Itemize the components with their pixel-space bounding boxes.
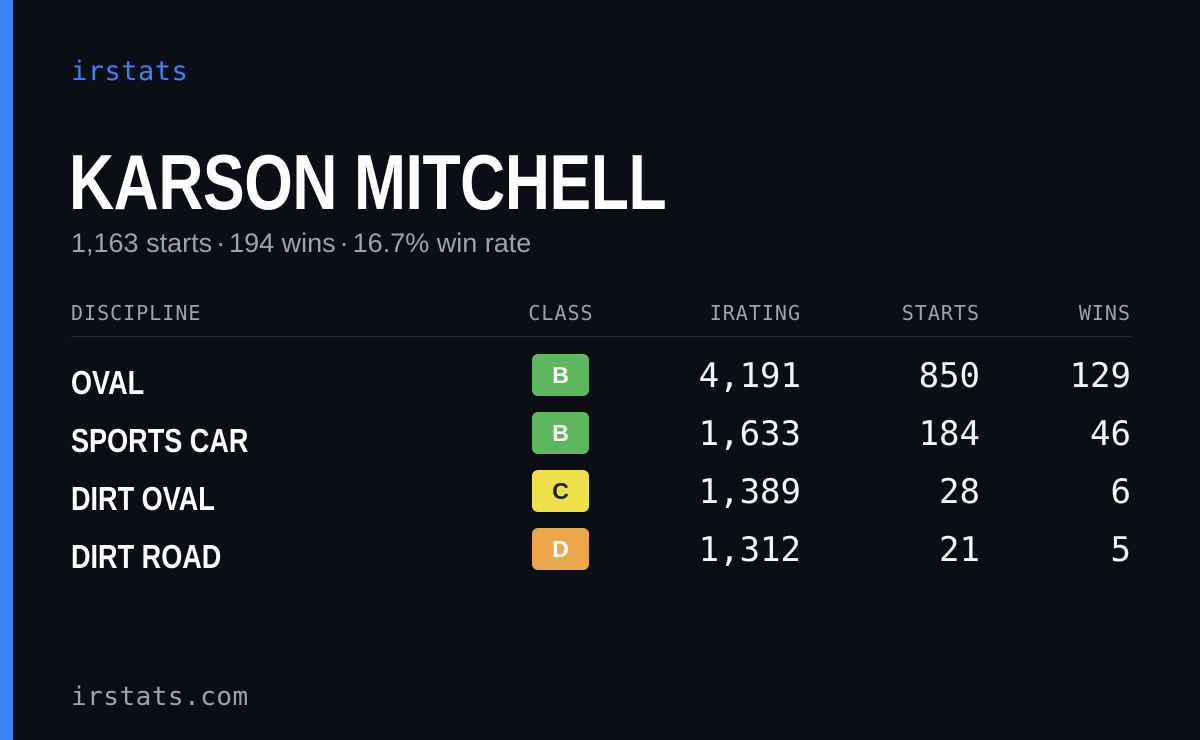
starts-value: 850 bbox=[918, 356, 980, 396]
wins-value: 6 bbox=[1110, 472, 1131, 512]
accent-bar bbox=[0, 0, 13, 740]
irating-value: 1,312 bbox=[698, 530, 801, 570]
class-badge: D bbox=[532, 528, 589, 570]
table-row: OVAL B 4,191 850 129 bbox=[71, 354, 1131, 412]
discipline-name: DIRT OVAL bbox=[71, 480, 215, 517]
discipline-name: OVAL bbox=[71, 364, 145, 401]
table-row: DIRT OVAL C 1,389 28 6 bbox=[71, 470, 1131, 528]
discipline-table: DISCIPLINE CLASS IRATING STARTS WINS OVA… bbox=[71, 296, 1131, 575]
wins-value: 5 bbox=[1110, 530, 1131, 570]
win-rate-summary: 16.7% win rate bbox=[352, 228, 532, 258]
wins-value: 129 bbox=[1069, 356, 1131, 396]
discipline-name: DIRT ROAD bbox=[71, 538, 222, 575]
separator: · bbox=[216, 228, 226, 258]
starts-value: 184 bbox=[918, 414, 980, 454]
footer-url: irstats.com bbox=[71, 682, 249, 712]
header-starts: STARTS bbox=[901, 301, 980, 325]
header-irating: IRATING bbox=[709, 301, 801, 325]
class-badge: B bbox=[532, 354, 589, 396]
brand-logo: irstats bbox=[71, 56, 189, 87]
starts-value: 28 bbox=[939, 472, 980, 512]
table-row: DIRT ROAD D 1,312 21 5 bbox=[71, 528, 1131, 586]
starts-value: 21 bbox=[939, 530, 980, 570]
irating-value: 1,633 bbox=[698, 414, 801, 454]
starts-summary: 1,163 starts bbox=[71, 228, 213, 258]
discipline-name: SPORTS CAR bbox=[71, 422, 249, 459]
wins-value: 46 bbox=[1090, 414, 1131, 454]
separator: · bbox=[339, 228, 349, 258]
class-badge: B bbox=[532, 412, 589, 454]
wins-summary: 194 wins bbox=[229, 228, 336, 258]
header-discipline: DISCIPLINE bbox=[71, 301, 202, 325]
class-badge: C bbox=[532, 470, 589, 512]
header-wins: WINS bbox=[1078, 301, 1131, 325]
table-header: DISCIPLINE CLASS IRATING STARTS WINS bbox=[71, 296, 1131, 337]
table-row: SPORTS CAR B 1,633 184 46 bbox=[71, 412, 1131, 470]
player-name: KARSON MITCHELL bbox=[69, 138, 667, 226]
player-summary: 1,163 starts · 194 wins · 16.7% win rate bbox=[71, 228, 531, 259]
header-class: CLASS bbox=[528, 301, 594, 325]
irating-value: 1,389 bbox=[698, 472, 801, 512]
irating-value: 4,191 bbox=[698, 356, 801, 396]
